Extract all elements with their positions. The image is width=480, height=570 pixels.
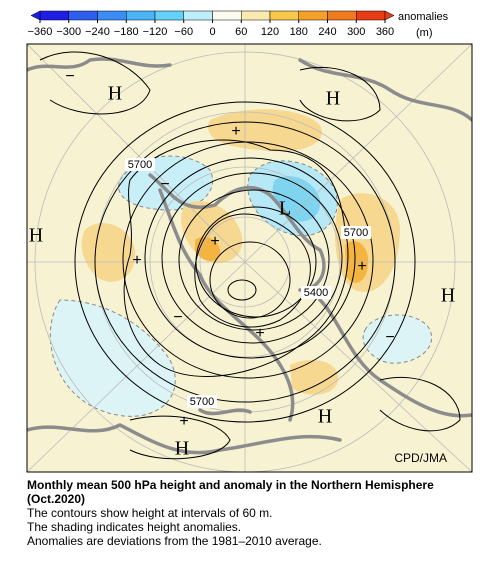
high-label: H: [108, 83, 122, 105]
contour-label: 5700: [190, 396, 214, 408]
colorbar-segment: [269, 10, 299, 21]
colorbar-segment: [298, 10, 328, 21]
caption-line: Anomalies are deviations from the 1981–2…: [27, 534, 322, 548]
colorbar-tick-label: 360: [376, 26, 394, 38]
height-contours: [39, 51, 461, 460]
plus-sign: +: [357, 258, 366, 275]
plus-sign: +: [231, 123, 240, 140]
colorbar-tick-label: −360: [28, 26, 53, 38]
credit: CPD/JMA: [394, 451, 447, 465]
colorbar-tick-label: 0: [209, 26, 215, 38]
colorbar-segment: [327, 10, 357, 21]
caption-title: Monthly mean 500 hPa height and anomaly …: [27, 478, 434, 506]
minus-sign: −: [385, 329, 394, 346]
colorbar-tick-label: −300: [56, 26, 81, 38]
colorbar-unit-label: anomalies: [398, 11, 449, 23]
minus-sign: −: [160, 176, 169, 193]
colorbar-tick-label: −120: [143, 26, 168, 38]
contour-labels: 5700 5700 5400 5700: [125, 158, 371, 408]
colorbar-segment: [212, 10, 242, 21]
caption-line: The shading indicates height anomalies.: [27, 520, 242, 534]
high-label: H: [29, 225, 43, 247]
caption-line: The contours show height at intervals of…: [27, 506, 273, 520]
colorbar-unit: (m): [416, 27, 433, 39]
colorbar-tick-label: 300: [347, 26, 365, 38]
high-label: H: [326, 88, 340, 110]
minus-sign: −: [65, 68, 74, 85]
plus-sign: +: [255, 325, 264, 342]
contour-label: 5700: [128, 159, 152, 171]
colorbar-segment: [68, 10, 98, 21]
high-label: H: [175, 438, 189, 460]
map-frame: [26, 43, 473, 473]
colorbar-tick-label: 60: [235, 26, 247, 38]
colorbar-segment: [126, 10, 156, 21]
low-label: L: [279, 198, 291, 220]
colorbar-segment: [97, 10, 127, 21]
colorbar-segment: [154, 10, 184, 21]
colorbar-tick-label: −60: [174, 26, 193, 38]
colorbar-tick-label: −240: [85, 26, 110, 38]
anomaly-signs: + + + + + + − − − −: [65, 68, 394, 430]
plus-sign: +: [132, 252, 141, 269]
contour-label: 5400: [304, 287, 328, 299]
minus-sign: −: [173, 309, 182, 326]
colorbar-tick-label: 240: [318, 26, 336, 38]
colorbar-segment: [356, 10, 386, 21]
caption: Monthly mean 500 hPa height and anomaly …: [27, 478, 467, 548]
high-label: H: [318, 406, 332, 428]
plus-sign: +: [179, 413, 188, 430]
colorbar-tick-label: 180: [290, 26, 308, 38]
colorbar-segment: [39, 10, 69, 21]
high-label: H: [441, 285, 455, 307]
map: H H H H H H L 5700 5700 5400 5700 + + + …: [26, 43, 473, 473]
colorbar-segment: [183, 10, 213, 21]
plus-sign: +: [210, 233, 219, 250]
colorbar-tick-label: 120: [261, 26, 279, 38]
colorbar-arrow: [30, 10, 41, 21]
colorbar: −360 −300 −240 −180 −120 −60 0 60 120 180 240 300 36…: [28, 10, 395, 38]
map-figure: −360 −300 −240 −180 −120 −60 0 60 120 180 240 300 36…: [26, 10, 473, 473]
colorbar-arrow: [384, 10, 395, 21]
contour-label: 5700: [344, 227, 368, 239]
colorbar-segment: [241, 10, 271, 21]
colorbar-tick-label: −180: [114, 26, 139, 38]
